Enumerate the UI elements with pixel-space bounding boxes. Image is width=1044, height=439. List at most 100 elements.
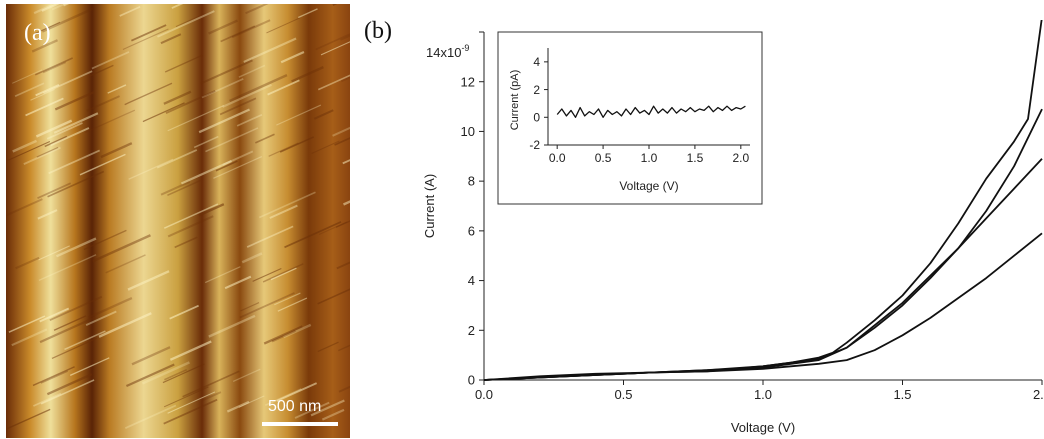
afm-streak — [51, 337, 97, 360]
afm-streak — [91, 51, 130, 70]
scale-bar-label: 500 nm — [268, 398, 322, 415]
afm-streak — [98, 312, 152, 338]
afm-streak — [266, 17, 301, 34]
afm-streak — [268, 142, 299, 157]
afm-streak — [11, 328, 48, 347]
y-tick-label: 0 — [468, 373, 475, 388]
afm-streak — [31, 39, 59, 53]
afm-streak — [238, 64, 266, 78]
afm-streak — [317, 74, 350, 91]
afm-streak — [335, 220, 350, 228]
panel-a-label: (a) — [24, 20, 51, 46]
afm-streak — [208, 19, 238, 35]
afm-streak — [340, 34, 350, 41]
afm-streak — [40, 379, 95, 405]
afm-streak — [12, 69, 43, 84]
afm-streak — [25, 97, 64, 117]
afm-streak — [157, 10, 215, 38]
afm-streak — [334, 137, 350, 146]
afm-streak — [313, 109, 334, 120]
afm-streak — [270, 267, 297, 281]
afm-streak — [321, 408, 345, 421]
afm-streak — [35, 119, 73, 138]
afm-streak — [283, 323, 312, 339]
x-tick-label: 1.0 — [754, 387, 772, 402]
afm-streak — [240, 302, 260, 312]
afm-streak — [174, 236, 198, 249]
afm-streak — [125, 363, 175, 388]
y-tick-label: 2 — [533, 83, 540, 97]
afm-streak — [167, 179, 201, 197]
y-tick-label: 8 — [468, 174, 475, 189]
x-tick-label: 1.0 — [641, 151, 658, 165]
x-tick-label: 0.5 — [614, 387, 632, 402]
afm-streak — [49, 295, 103, 321]
afm-streak — [53, 112, 99, 134]
afm-streak — [128, 158, 174, 180]
afm-streak — [226, 400, 250, 413]
afm-streak — [122, 28, 169, 50]
afm-streak — [340, 75, 350, 83]
afm-streak — [42, 61, 67, 74]
afm-streak — [276, 104, 322, 126]
x-tick-label: 1.5 — [893, 387, 911, 402]
afm-streak — [79, 153, 126, 176]
afm-streak — [215, 160, 238, 172]
afm-streak — [41, 7, 94, 33]
afm-streak — [40, 370, 69, 384]
afm-streak — [165, 90, 216, 114]
afm-streak — [252, 267, 282, 282]
afm-streak — [343, 200, 350, 206]
afm-streak — [318, 221, 348, 236]
afm-streak — [298, 8, 318, 19]
afm-streak — [213, 156, 263, 179]
afm-streak — [201, 391, 222, 402]
afm-streak — [86, 95, 120, 112]
afm-streak — [271, 329, 296, 343]
afm-streak — [37, 209, 58, 220]
afm-streak — [277, 297, 308, 312]
x-tick-label: 1.5 — [687, 151, 704, 165]
iv-chart: 0.0 0.5 1.0 1.5 2.0 0 2 4 6 8 10 12 Voltage (V) Cur… — [422, 20, 1044, 435]
x-tick-label: 0.0 — [475, 387, 493, 402]
afm-streak — [205, 127, 259, 153]
afm-streak — [276, 382, 318, 402]
afm-streak — [201, 78, 244, 99]
afm-streak — [222, 83, 272, 108]
afm-streak — [220, 25, 256, 43]
afm-streak — [8, 315, 46, 333]
afm-streak — [167, 215, 214, 238]
inset-y-axis-label: Current (pA) — [509, 70, 521, 131]
afm-streak — [245, 4, 269, 15]
y-tick-label: 0 — [533, 110, 540, 124]
y-tick-label: 2 — [468, 323, 475, 338]
afm-streak — [219, 97, 257, 116]
afm-streak — [239, 292, 295, 319]
afm-streak — [51, 4, 67, 11]
afm-streak — [34, 21, 61, 35]
afm-streak — [311, 140, 340, 154]
y-tick-label: 12 — [461, 74, 475, 89]
y-tick-label: -2 — [529, 138, 540, 152]
afm-streak — [222, 150, 254, 166]
afm-streak — [317, 288, 350, 305]
afm-streak — [175, 12, 206, 28]
afm-streak — [241, 252, 263, 264]
afm-streak — [64, 330, 106, 351]
afm-streak — [160, 180, 191, 196]
afm-streak — [156, 149, 198, 169]
afm-streak — [169, 340, 212, 361]
afm-surface-streaks — [6, 4, 350, 430]
inset-series-group — [556, 105, 746, 118]
afm-streak — [38, 254, 97, 282]
inset-x-axis-label: Voltage (V) — [619, 179, 678, 193]
afm-streak — [232, 368, 261, 382]
x-tick-label: 2.0 — [1033, 387, 1044, 402]
afm-streak — [332, 126, 350, 137]
main-x-axis-label: Voltage (V) — [731, 420, 795, 435]
afm-streak — [162, 363, 205, 384]
afm-streak — [89, 64, 114, 77]
afm-streak — [8, 140, 51, 161]
afm-streak — [100, 142, 133, 159]
afm-streak — [182, 370, 240, 398]
